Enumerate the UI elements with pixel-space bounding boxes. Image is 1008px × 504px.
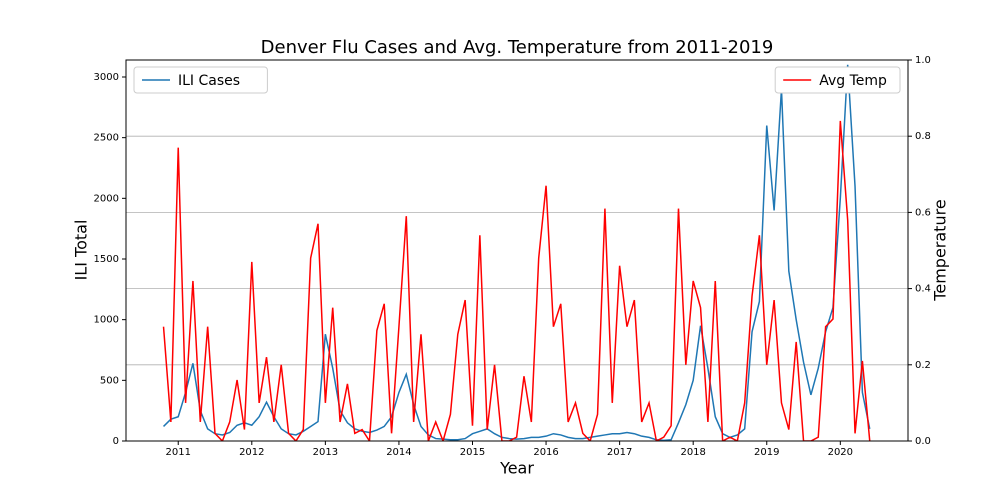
y-tick-label: 1500 [94,254,119,265]
legend-box [774,66,901,94]
y-tick-label: 500 [100,375,119,386]
y-tick-label: 3000 [94,72,119,83]
y-axis-label: ILI Total [72,220,91,281]
y-tick-label: 0 [113,436,119,447]
x-tick-label: 2015 [460,447,485,458]
y2-tick-label: 0.4 [915,284,931,295]
x-tick-label: 2017 [607,447,632,458]
y2-axis-label: Temperature [931,199,950,301]
chart-title: Denver Flu Cases and Avg. Temperature fr… [261,37,774,58]
y2-tick-label: 0.0 [915,436,931,447]
y-tick-label: 2500 [94,133,119,144]
y2-tick-label: 0.6 [915,207,931,218]
legend: Avg Temp [774,66,901,94]
x-tick-label: 2012 [239,447,264,458]
x-tick-label: 2016 [533,447,558,458]
x-tick-label: 2020 [828,447,853,458]
x-tick-label: 2019 [754,447,779,458]
y-tick-label: 1000 [94,315,119,326]
plot-area [162,64,871,441]
x-tick-label: 2013 [313,447,338,458]
y2-tick-label: 1.0 [915,55,931,66]
x-tick-label: 2011 [166,447,191,458]
legend-label: Avg Temp [819,73,887,89]
legend-box [133,66,268,94]
x-axis-label: Year [499,459,534,478]
legend: ILI Cases [133,66,268,94]
y2-tick-label: 0.8 [915,131,931,142]
x-tick-label: 2014 [386,447,411,458]
x-tick-label: 2018 [680,447,705,458]
plot-frame [125,59,909,442]
y-tick-label: 2000 [94,193,119,204]
legend-label: ILI Cases [178,73,240,89]
line-series [162,64,871,441]
y2-tick-label: 0.2 [915,360,931,371]
line-series [162,120,871,441]
